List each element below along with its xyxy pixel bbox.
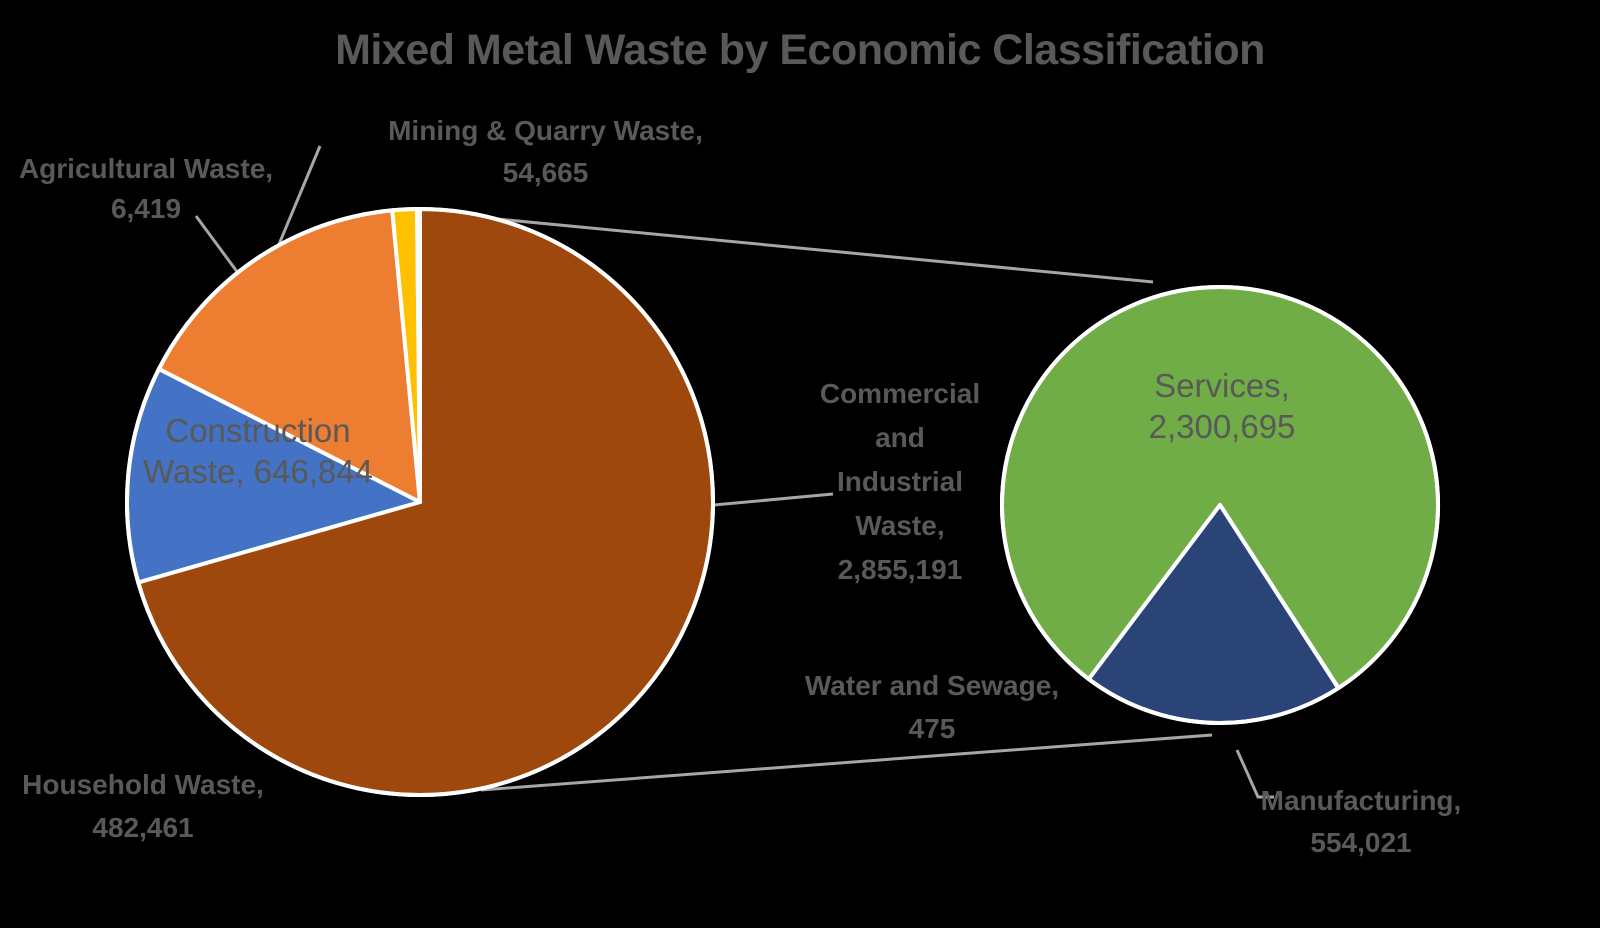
label-water-and-sewage-value: 475 (908, 713, 956, 744)
label-commercial-line-4: Waste, (855, 510, 945, 541)
label-mining-quarry-waste-value: 54,665 (502, 157, 589, 188)
leader-commercial (713, 492, 834, 507)
connector-secondary-bottom (480, 733, 1213, 792)
main-pie-outline (125, 207, 715, 797)
secondary-pie-outline (1000, 285, 1440, 725)
label-manufacturing-value: 554,021 (1310, 827, 1412, 858)
label-construction-waste-value: Waste, 646,844 (143, 453, 373, 490)
label-construction-waste: Construction Waste, 646,844 (108, 410, 408, 492)
label-household-waste-name: Household Waste, (22, 769, 264, 800)
label-agricultural-waste-value: 6,419 (110, 193, 182, 224)
label-services-name: Services, (1154, 367, 1290, 404)
label-services: Services, 2,300,695 (1072, 365, 1372, 447)
label-water-and-sewage-name: Water and Sewage, (804, 670, 1060, 701)
label-commercial-line-2: and (875, 422, 925, 453)
label-commercial-industrial-waste: Commercial and Industrial Waste, 2,855,1… (798, 372, 1002, 592)
chart-title: Mixed Metal Waste by Economic Classifica… (335, 26, 1265, 74)
connector-secondary-top (496, 217, 1154, 284)
label-manufacturing: Manufacturing, 554,021 (1210, 780, 1512, 864)
label-commercial-line-1: Commercial (819, 378, 981, 409)
label-commercial-value: 2,855,191 (837, 554, 963, 585)
label-mining-quarry-waste-name: Mining & Quarry Waste, (388, 115, 703, 146)
label-household-waste-value: 482,461 (92, 812, 194, 843)
label-manufacturing-name: Manufacturing, (1260, 785, 1462, 816)
secondary-pie (1000, 285, 1440, 725)
leader-manufacturing (1235, 749, 1274, 799)
main-pie (125, 206, 715, 797)
label-agricultural-waste-name: Agricultural Waste, (18, 153, 274, 184)
label-water-and-sewage: Water and Sewage, 475 (778, 664, 1086, 750)
label-mining-quarry-waste: Mining & Quarry Waste, 54,665 (358, 110, 733, 194)
label-construction-waste-name: Construction (165, 412, 351, 449)
label-services-value: 2,300,695 (1148, 408, 1296, 445)
label-household-waste: Household Waste, 482,461 (0, 763, 293, 849)
label-commercial-line-3: Industrial (836, 466, 963, 497)
label-agricultural-waste: Agricultural Waste, 6,419 (0, 149, 298, 229)
connector-lines (194, 145, 1274, 799)
